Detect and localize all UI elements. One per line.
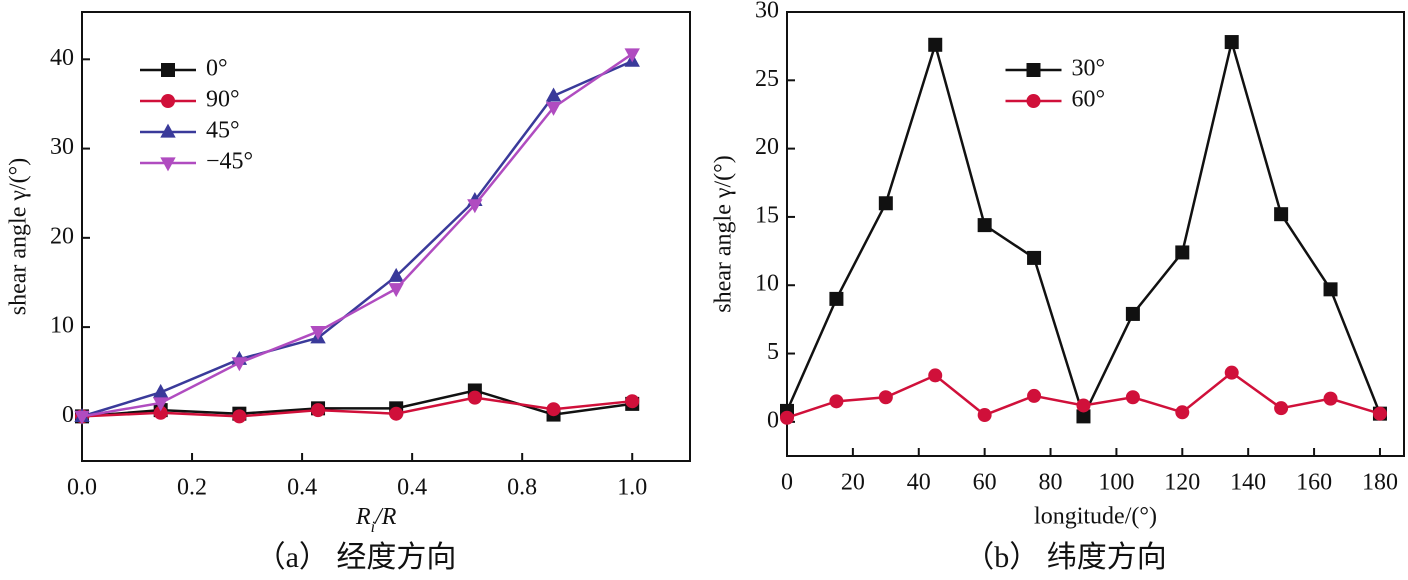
x-tick-label: 80 [1039,470,1063,496]
marker [624,48,640,63]
marker [1224,365,1239,380]
marker [829,291,844,306]
marker [545,101,562,116]
x-axis-label: Ri/R [355,504,397,536]
y-tick-label: 5 [767,339,779,365]
marker [231,357,248,372]
x-tick-label: 20 [841,470,865,496]
x-tick-label: 160 [1296,470,1332,496]
y-tick-label: 0 [62,402,74,428]
marker [1323,391,1338,406]
marker [310,325,326,340]
x-tick-label: 0.2 [177,475,207,501]
marker [1027,250,1042,265]
marker [467,199,483,214]
legend-label: 60° [1072,87,1106,113]
marker [878,390,893,405]
marker [1323,282,1338,297]
legend-label: 90° [206,87,240,113]
y-tick-label: 30 [50,134,74,160]
x-axis-label-part: /R [373,504,397,530]
legend-label: −45° [206,149,253,175]
x-tick-label: 60 [973,470,997,496]
marker [1274,207,1289,222]
plot-frame [81,11,691,462]
marker [546,402,561,417]
series-line [81,52,633,418]
caption: （a） 经度方向 [256,541,457,574]
marker [1175,245,1190,260]
x-tick-label: 120 [1164,470,1200,496]
legend-label: 30° [1072,56,1106,82]
marker [467,390,482,405]
marker [311,403,326,418]
marker [829,394,844,409]
y-tick-label: 20 [755,134,779,160]
marker [928,368,943,383]
x-axis-label: longitude/(°) [1034,504,1157,530]
marker [1076,409,1091,424]
marker [1175,405,1190,420]
marker [545,87,562,102]
marker [1027,388,1042,403]
marker [977,218,992,233]
y-axis-label: shear angle γ/(°) [6,158,32,315]
y-axis-label: shear angle γ/(°) [711,155,737,312]
caption: （b） 纬度方向 [964,541,1167,574]
y-tick-label: 30 [755,0,779,24]
marker [780,410,794,425]
legend-marker [160,157,176,172]
legend-marker [1026,63,1041,77]
x-tick-label: 0.8 [507,475,537,501]
y-tick-label: 20 [50,223,74,249]
y-tick-label: 40 [50,45,74,71]
marker [152,397,169,412]
x-axis-label-part: R [355,504,371,530]
marker [232,409,247,424]
x-tick-label: 0.4 [287,475,317,501]
x-tick-label: 140 [1230,470,1266,496]
marker [1125,306,1140,321]
legend-marker [160,123,176,138]
marker [1224,35,1239,50]
series-line [81,389,633,418]
marker [625,394,640,409]
legend-label: 0° [206,56,228,82]
y-tick-label: 25 [755,66,779,92]
series-line [81,396,633,418]
series-line [81,59,633,418]
y-tick-label: 10 [50,313,74,339]
y-tick-label: 0 [767,407,779,433]
x-tick-label: 40 [907,470,931,496]
marker [1274,401,1289,416]
marker [1076,398,1091,413]
marker [153,405,168,420]
legend-marker [161,63,175,77]
y-tick-label: 10 [755,271,779,297]
x-tick-label: 180 [1362,470,1398,496]
legend-label: 45° [206,118,240,144]
legend-marker [1026,94,1041,108]
x-tick-label: 0.0 [67,475,97,501]
marker [1372,406,1387,421]
x-tick-label: 100 [1098,470,1134,496]
marker [389,406,404,421]
marker [878,196,893,211]
x-tick-label: 0.4 [397,475,427,501]
marker [928,37,943,52]
plot-frame [786,11,1405,457]
marker [1125,390,1140,405]
marker [388,267,404,282]
marker [388,283,404,298]
marker [152,383,169,398]
x-tick-label: 1.0 [617,475,647,501]
legend-marker [161,94,175,108]
marker [977,408,992,423]
x-axis-label-part: i [371,519,375,536]
x-tick-label: 0 [781,470,793,496]
y-tick-label: 15 [755,202,779,228]
marker [74,410,90,425]
